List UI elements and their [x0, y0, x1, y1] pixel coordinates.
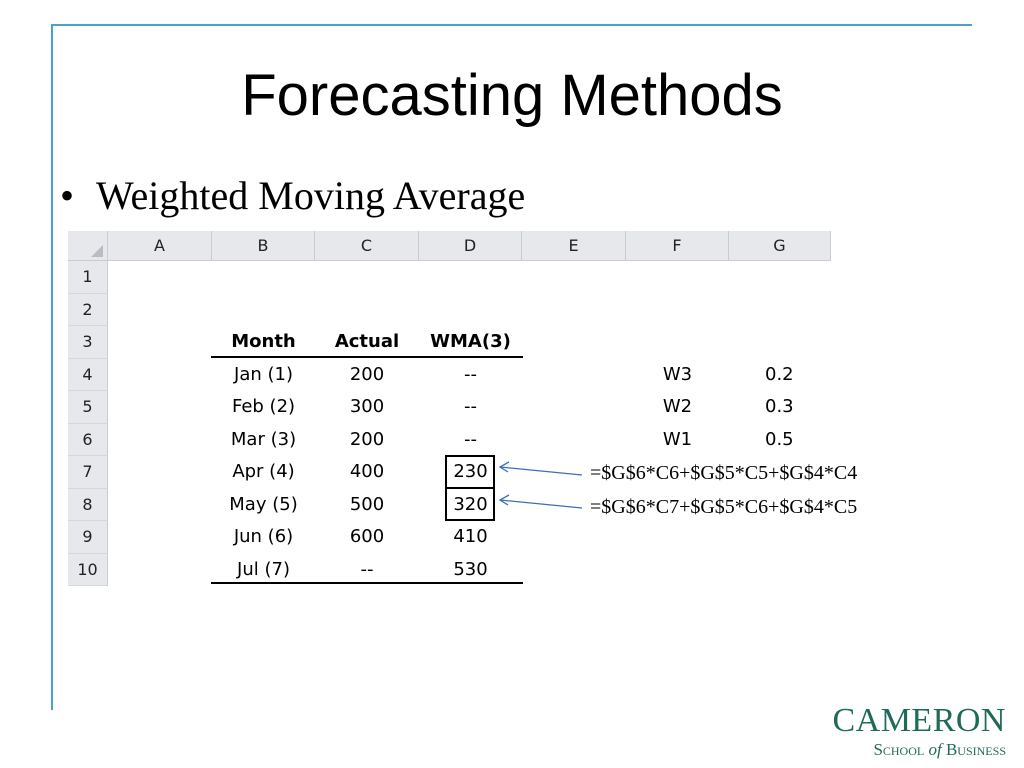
cameron-logo: CAMERON [832, 702, 1006, 739]
header-cell-actual[interactable]: Actual [334, 331, 400, 352]
month-cell[interactable]: Jun (6) [233, 526, 294, 547]
wma-cell-highlighted[interactable]: 320 [453, 493, 488, 515]
weight-value-cell[interactable]: 0.2 [765, 363, 794, 385]
bullet-item: • Weighted Moving Average [60, 172, 525, 219]
month-cell[interactable]: Feb (2) [231, 396, 296, 417]
logo-of: of [928, 740, 942, 759]
actual-cell[interactable]: 400 [349, 461, 385, 482]
weight-value-cell[interactable]: 0.3 [765, 396, 794, 417]
header-cell-wma[interactable]: WMA(3) [430, 331, 511, 352]
school-of-business-logo: School of Business [873, 740, 1006, 760]
highlight-box-may [445, 487, 495, 521]
wma-cell[interactable]: -- [464, 396, 477, 417]
month-cell[interactable]: Jul (7) [237, 558, 290, 580]
column-header-f[interactable]: F [626, 231, 729, 261]
weight-value-cell[interactable]: 0.5 [765, 428, 794, 450]
month-cell[interactable]: Jan (1) [234, 363, 293, 385]
select-all-triangle-icon [91, 245, 103, 257]
row-header-6[interactable]: 6 [68, 423, 108, 456]
wma-cell[interactable]: -- [464, 428, 477, 450]
actual-cell[interactable]: 600 [349, 526, 385, 547]
row-header-10[interactable]: 10 [68, 553, 108, 586]
actual-cell[interactable]: 500 [349, 493, 385, 515]
row-header-8[interactable]: 8 [68, 488, 108, 521]
frame-top-rule [52, 24, 972, 26]
row-header-3[interactable]: 3 [68, 326, 108, 359]
row-header-1[interactable]: 1 [68, 261, 108, 294]
row-header-5[interactable]: 5 [68, 391, 108, 424]
column-header-c[interactable]: C [315, 231, 419, 261]
formula-text-may: =$G$6*C7+$G$5*C6+$G$4*C5 [590, 496, 858, 518]
wma-cell[interactable]: 530 [453, 558, 488, 580]
row-header-7[interactable]: 7 [68, 456, 108, 489]
column-header-a[interactable]: A [108, 231, 212, 261]
frame-left-rule [51, 24, 53, 710]
row-header-9[interactable]: 9 [68, 521, 108, 554]
column-header-e[interactable]: E [522, 231, 626, 261]
month-cell[interactable]: Apr (4) [232, 461, 295, 482]
actual-cell[interactable]: 200 [349, 363, 385, 385]
actual-cell[interactable]: 200 [349, 428, 385, 450]
arrow-to-apr-icon [498, 461, 583, 476]
row-header-4[interactable]: 4 [68, 358, 108, 391]
actual-cell[interactable]: 300 [349, 396, 385, 417]
arrow-to-may-icon [498, 494, 583, 509]
slide-title: Forecasting Methods [241, 63, 783, 128]
wma-cell[interactable]: 410 [453, 526, 488, 547]
column-header-d[interactable]: D [419, 231, 522, 261]
select-all-corner[interactable] [68, 231, 108, 261]
logo-business: Business [945, 740, 1006, 759]
logo-school: School [873, 740, 925, 759]
bullet-dot-icon: • [60, 173, 75, 218]
month-cell[interactable]: May (5) [229, 493, 298, 515]
column-header-g[interactable]: G [729, 231, 831, 261]
row-header-2[interactable]: 2 [68, 293, 108, 326]
weight-label-cell[interactable]: W3 [662, 363, 693, 385]
wma-cell[interactable]: -- [464, 363, 477, 385]
formula-text-apr: =$G$6*C6+$G$5*C5+$G$4*C4 [590, 462, 858, 484]
weight-label-cell[interactable]: W2 [662, 396, 693, 417]
weight-label-cell[interactable]: W1 [662, 428, 693, 450]
wma-cell-highlighted[interactable]: 230 [453, 461, 488, 482]
header-cell-month[interactable]: Month [231, 331, 296, 352]
month-cell[interactable]: Mar (3) [230, 428, 297, 450]
bullet-text: Weighted Moving Average [96, 173, 526, 218]
spreadsheet: A B C D E F G 1 2 3 4 5 6 7 8 9 10 Month… [68, 231, 831, 587]
table-bottom-rule [211, 582, 523, 584]
table-header-underline [211, 356, 523, 358]
actual-cell[interactable]: -- [360, 558, 374, 580]
column-header-b[interactable]: B [212, 231, 315, 261]
